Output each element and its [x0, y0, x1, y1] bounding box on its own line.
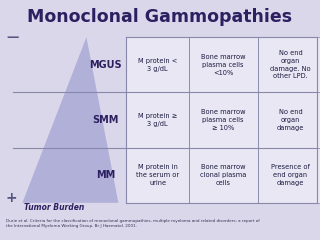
Text: Bone marrow
clonal plasma
cells: Bone marrow clonal plasma cells	[200, 164, 246, 186]
Text: —: —	[6, 31, 19, 44]
Text: Monoclonal Gammopathies: Monoclonal Gammopathies	[28, 8, 292, 26]
Text: Durie et al. Criteria for the classification of monoclonal gammopathies, multipl: Durie et al. Criteria for the classifica…	[6, 219, 260, 228]
Bar	[189, 37, 258, 92]
Bar	[126, 92, 189, 148]
Text: SMM: SMM	[92, 115, 119, 125]
Bar	[258, 37, 320, 92]
Bar	[126, 148, 189, 203]
Polygon shape	[22, 37, 118, 203]
Text: M protein ≥
3 g/dL: M protein ≥ 3 g/dL	[138, 113, 177, 127]
Text: Presence of
end organ
damage: Presence of end organ damage	[271, 164, 310, 186]
Text: No end
organ
damage. No
other LPD.: No end organ damage. No other LPD.	[270, 50, 311, 79]
Text: Tumor Burden: Tumor Burden	[24, 203, 84, 212]
Text: MGUS: MGUS	[89, 60, 122, 70]
Bar	[126, 37, 189, 92]
Text: Bone marrow
plasma cells
<10%: Bone marrow plasma cells <10%	[201, 54, 245, 76]
Text: +: +	[6, 191, 17, 205]
Text: M protein <
3 g/dL: M protein < 3 g/dL	[138, 58, 177, 72]
Text: MM: MM	[96, 170, 115, 180]
Bar	[189, 92, 258, 148]
Text: M protein in
the serum or
urine: M protein in the serum or urine	[136, 164, 179, 186]
Bar	[258, 92, 320, 148]
Text: No end
organ
damage: No end organ damage	[277, 109, 304, 131]
Bar	[258, 148, 320, 203]
Text: Bone marrow
plasma cells
≥ 10%: Bone marrow plasma cells ≥ 10%	[201, 109, 245, 131]
Bar	[189, 148, 258, 203]
